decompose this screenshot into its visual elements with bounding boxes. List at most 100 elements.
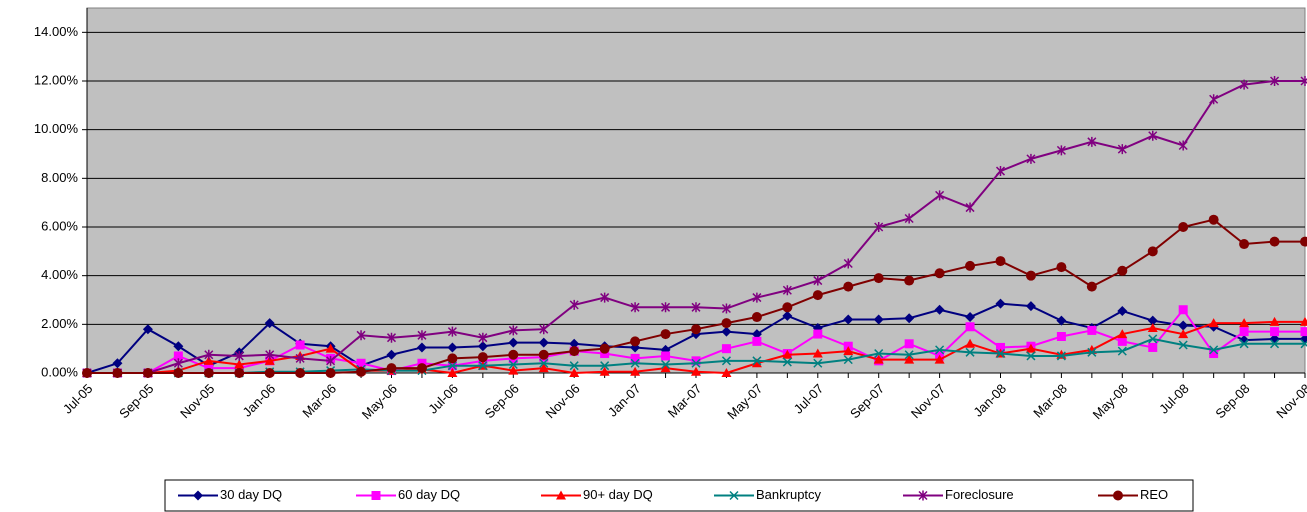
marker [569,368,580,377]
marker [630,366,641,376]
legend [164,479,1194,512]
legend-label: 30 day DQ [220,487,282,502]
marker [874,349,884,359]
marker [904,275,915,286]
x-tick-label: Mar-08 [1030,381,1070,421]
x-tick-label: Jul-08 [1156,381,1192,417]
marker [265,349,275,360]
marker [965,202,975,213]
marker [356,330,366,341]
legend-label: 90+ day DQ [583,487,653,502]
marker [812,290,823,301]
x-tick-label: Jul-05 [60,381,96,417]
marker [813,329,823,339]
x-tick-label: Jul-07 [791,381,827,417]
marker [1178,305,1188,315]
marker [1270,76,1280,86]
marker [538,349,549,360]
marker [1087,136,1097,147]
marker [1300,236,1307,247]
legend-marker [371,491,381,500]
marker [1056,332,1066,341]
marker [934,268,945,279]
marker [1178,320,1189,331]
marker [1117,336,1127,346]
marker [1239,327,1249,337]
marker [173,351,183,361]
marker [1117,346,1127,356]
marker [691,324,701,335]
marker [447,326,457,337]
x-tick-label: Sep-07 [847,381,887,421]
marker [599,366,610,376]
marker [965,338,976,348]
marker [326,355,336,366]
marker [995,166,1006,177]
marker [874,222,884,232]
marker [1270,327,1280,337]
marker [569,299,579,310]
marker [1178,140,1188,151]
marker [417,330,427,341]
marker [569,346,580,357]
marker [843,314,854,325]
marker [539,324,549,335]
marker [873,354,884,364]
legend-label: REO [1140,487,1168,502]
marker [1178,329,1189,339]
marker [935,345,945,355]
marker [721,303,731,314]
marker [538,337,549,348]
marker [234,350,244,361]
marker [203,355,214,365]
marker [721,356,731,366]
marker [477,352,488,363]
marker [295,368,306,378]
x-tick-label: Nov-05 [177,381,217,421]
marker [904,313,915,324]
marker [630,336,641,347]
marker [1025,343,1036,353]
marker [569,338,580,349]
marker [721,318,732,329]
marker [1209,94,1219,105]
y-tick-label: 6.00% [41,218,78,233]
marker [539,358,549,368]
marker [995,256,1006,267]
marker [82,368,92,378]
marker [1300,327,1307,337]
marker [1269,316,1280,326]
marker [264,368,275,378]
x-tick-label: Jul-06 [425,381,461,417]
marker [751,358,762,368]
marker [356,366,367,377]
marker [752,356,762,366]
marker [721,368,732,377]
marker [295,353,305,364]
marker [112,358,123,369]
marker [934,354,945,364]
marker [721,344,731,354]
marker [995,349,1006,359]
x-tick-label: Jan-06 [240,381,279,420]
marker [934,304,945,315]
marker [691,366,701,376]
marker [204,349,214,360]
x-tick-label: Mar-06 [299,381,339,421]
legend-marker [729,490,739,501]
marker [661,351,671,361]
marker [873,273,884,284]
marker [1117,265,1128,276]
marker [1300,333,1307,344]
marker [1178,222,1189,232]
marker [600,361,610,371]
marker [325,343,336,353]
marker [1147,246,1158,257]
marker [447,353,458,364]
y-tick-label: 2.00% [41,316,78,331]
x-tick-label: Sep-08 [1212,381,1252,421]
marker [1087,325,1097,335]
marker [965,260,976,271]
marker [1300,316,1307,326]
